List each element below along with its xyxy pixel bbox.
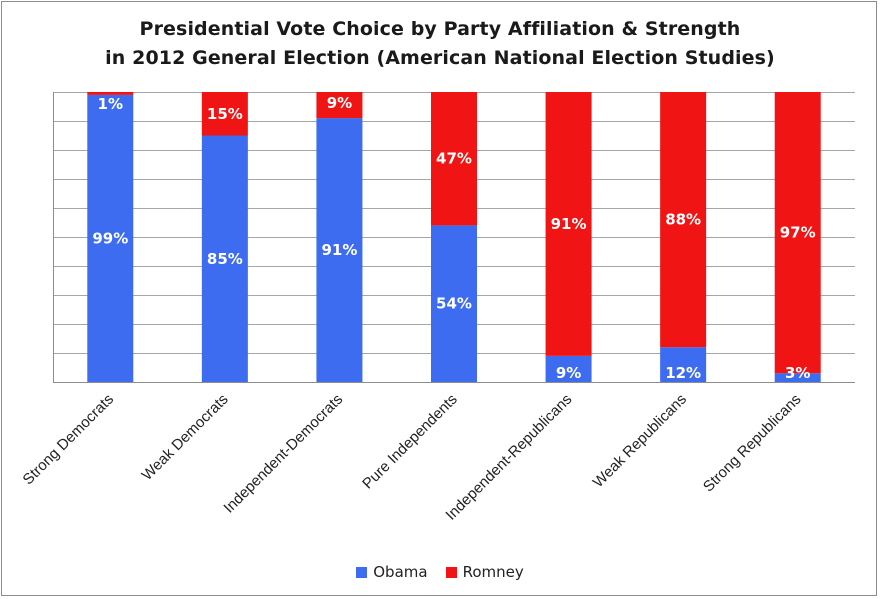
chart-title: Presidential Vote Choice by Party Affili… <box>139 18 741 40</box>
bar-obama <box>201 135 248 382</box>
x-tick-label: Independent-Republicans <box>442 391 575 524</box>
bar-obama <box>545 355 592 382</box>
x-tick-label: Strong Republicans <box>700 391 805 496</box>
bar-label-romney: 1% <box>98 95 123 113</box>
bar-label-obama: 3% <box>785 364 810 382</box>
bar-label-obama: 91% <box>321 241 357 259</box>
bar-romney <box>431 92 477 226</box>
bar-obama <box>774 373 821 382</box>
bar-label-obama: 9% <box>556 364 581 382</box>
x-tick-label: Strong Democrats <box>20 391 118 489</box>
legend-label-romney: Romney <box>462 563 524 581</box>
bar-label-romney: 97% <box>780 224 816 242</box>
bar-label-romney: 47% <box>436 150 472 168</box>
bar-label-romney: 88% <box>665 211 701 229</box>
bar-romney <box>774 92 821 374</box>
bar-label-obama: 99% <box>92 229 128 247</box>
legend-item-romney: Romney <box>445 563 524 581</box>
x-tick-label: Weak Democrats <box>139 391 232 484</box>
chart-legend: Obama Romney <box>0 563 880 581</box>
legend-swatch-obama <box>356 566 368 578</box>
x-tick-label: Pure Independents <box>359 391 461 493</box>
legend-swatch-romney <box>445 566 457 578</box>
bar-label-romney: 9% <box>327 94 352 112</box>
bar-obama <box>87 94 134 383</box>
bar-label-obama: 12% <box>665 364 701 382</box>
bar-obama <box>316 118 363 382</box>
bar-label-obama: 85% <box>207 250 243 268</box>
bar-romney <box>87 92 134 95</box>
bar-label-romney: 91% <box>551 215 587 233</box>
bar-romney <box>316 92 363 119</box>
bar-label-romney: 15% <box>207 105 243 123</box>
legend-label-obama: Obama <box>373 563 428 581</box>
bar-romney <box>545 92 592 356</box>
bar-label-obama: 54% <box>436 295 472 313</box>
bar-obama <box>431 225 477 382</box>
x-tick-label: Independent-Democrats <box>220 391 346 517</box>
legend-item-obama: Obama <box>356 563 428 581</box>
x-tick-label: Weak Republicans <box>590 391 690 491</box>
bar-obama <box>660 347 707 382</box>
bar-romney <box>201 92 248 136</box>
chart-subtitle: in 2012 General Election (American Natio… <box>105 47 775 69</box>
bar-romney <box>660 92 707 348</box>
